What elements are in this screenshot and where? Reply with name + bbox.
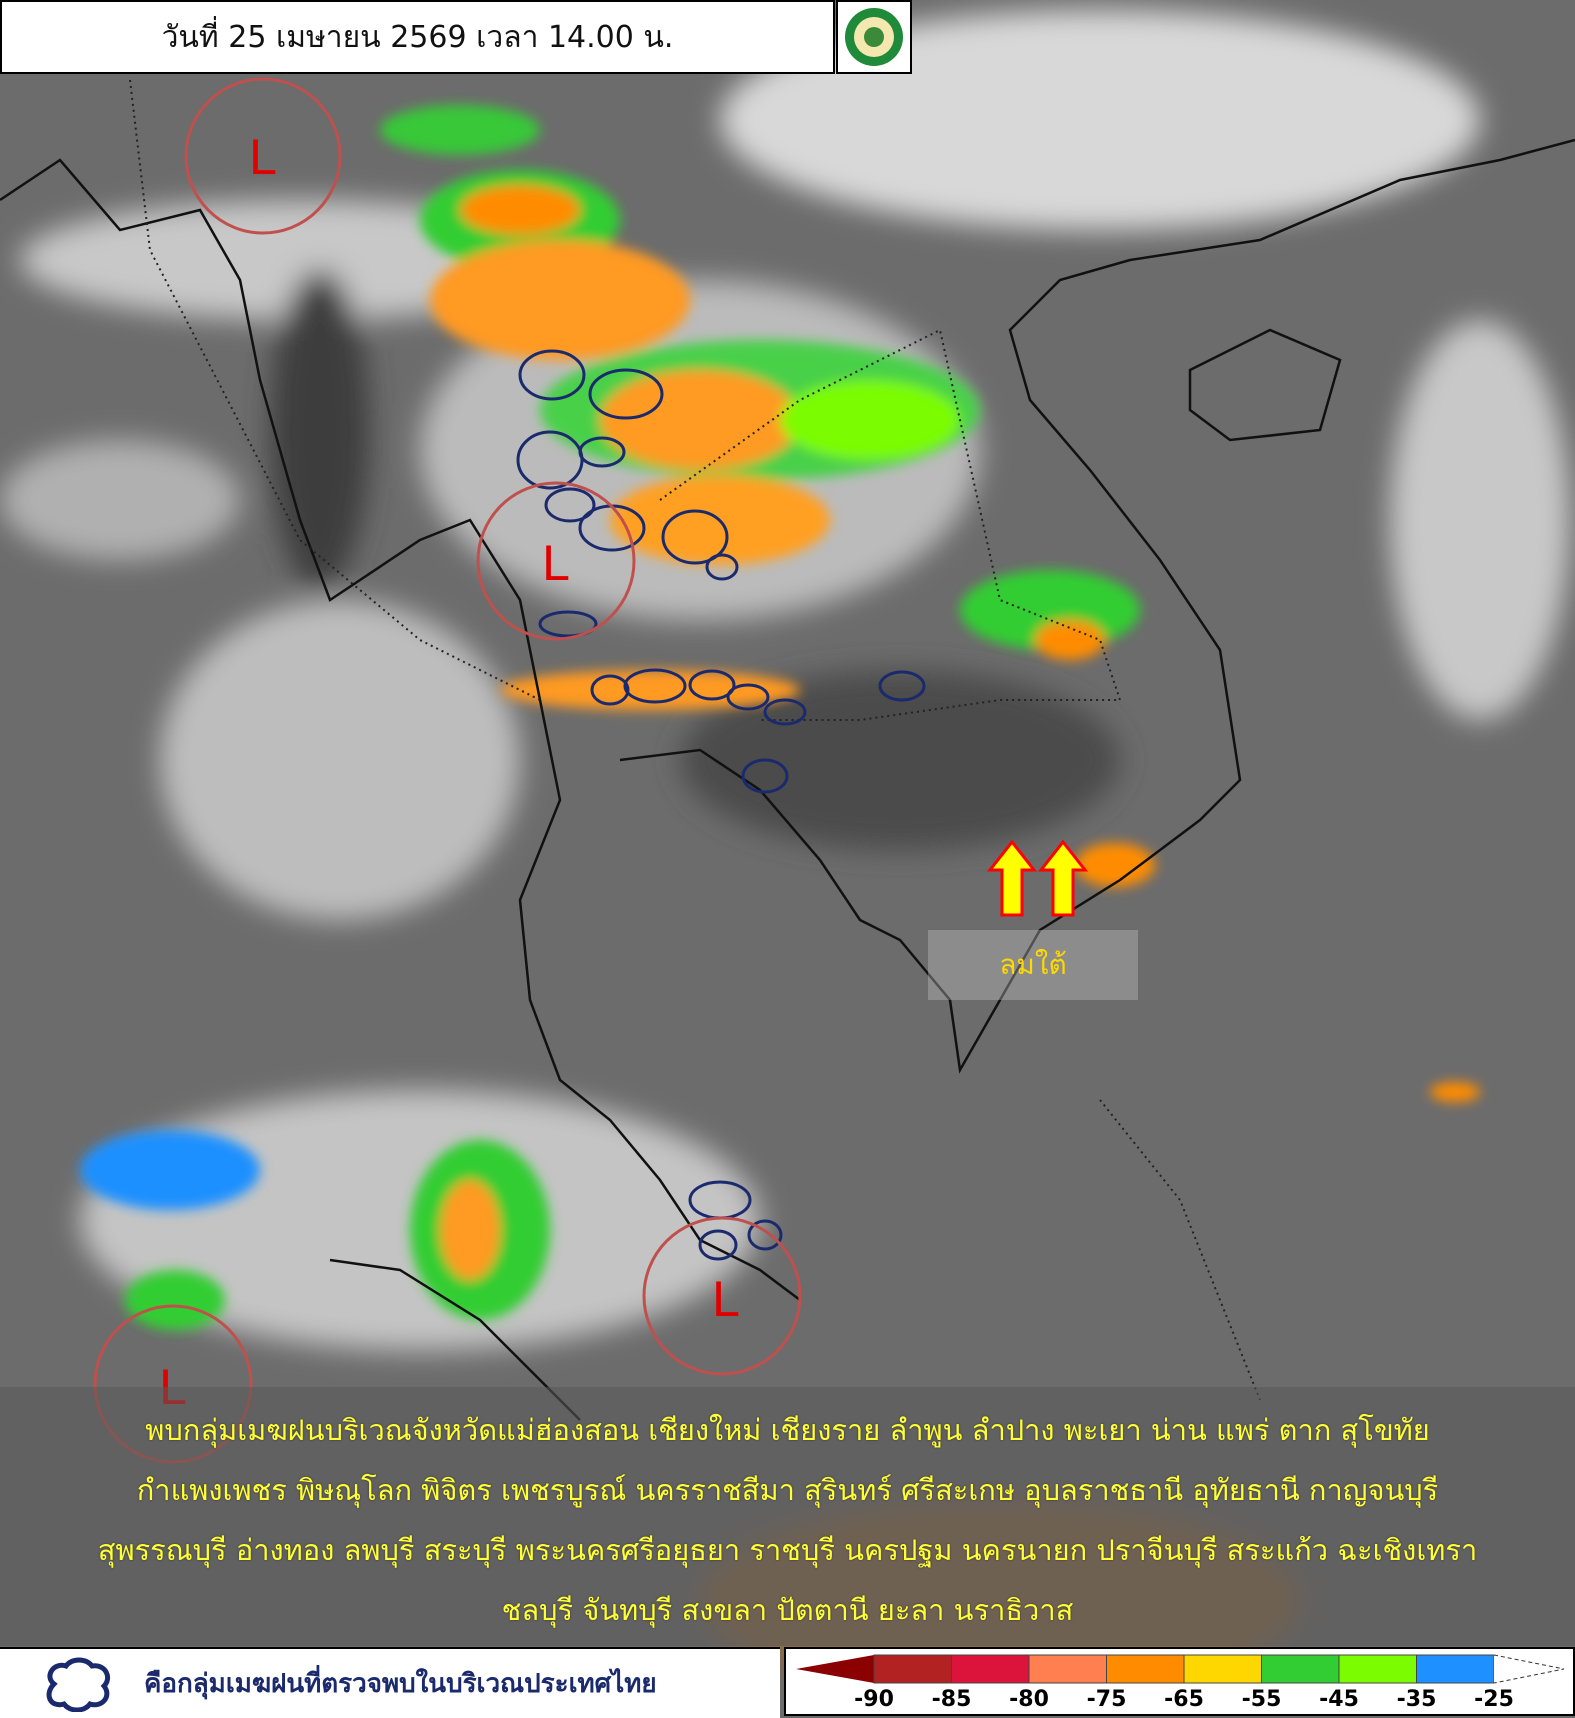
wind-arrows [986, 839, 1089, 917]
colorbar-tick-label: -65 [1164, 1687, 1204, 1712]
cloud-outline-icon [46, 1657, 110, 1712]
wind-label-text: ลมใต้ [999, 948, 1067, 981]
colorbar-tick-label: -80 [1009, 1687, 1049, 1712]
colorbar-tick-label: -55 [1241, 1687, 1282, 1712]
caption-line: สุพรรณบุรี อ่างทอง ลพบุรี สระบุรี พระนคร… [97, 1533, 1478, 1567]
caption-line: พบกลุ่มเมฆฝนบริเวณจังหวัดแม่ฮ่องสอน เชีย… [145, 1413, 1430, 1447]
colorbar-tick-label: -45 [1319, 1687, 1359, 1712]
colorbar-swatch [951, 1654, 1030, 1684]
colorbar-tick-label: -85 [931, 1687, 972, 1712]
colorbar-swatch [1028, 1654, 1107, 1684]
caption-line: กำแพงเพชร พิษณุโลก พิจิตร เพชรบูรณ์ นครร… [136, 1473, 1439, 1507]
colorbar-swatch [1261, 1654, 1340, 1684]
svg-text:L: L [542, 535, 570, 591]
wind-arrow-up-icon [986, 839, 1038, 917]
low-pressure-marker: L [476, 481, 636, 641]
tmd-logo [836, 0, 912, 74]
colorbar-swatch [1416, 1654, 1495, 1684]
colorbar-tick-label: -35 [1396, 1687, 1437, 1712]
low-pressure-marker: L [184, 77, 342, 235]
date-time-title: วันที่ 25 เมษายน 2569 เวลา 14.00 น. [0, 0, 835, 74]
colorbar-swatch [1183, 1654, 1262, 1684]
colorbar-swatch [1338, 1654, 1417, 1684]
storm-cluster-outlines [516, 349, 926, 1261]
colorbar-swatch [1106, 1654, 1185, 1684]
title-text: วันที่ 25 เมษายน 2569 เวลา 14.00 น. [161, 19, 674, 55]
rain-area-caption: พบกลุ่มเมฆฝนบริเวณจังหวัดแม่ฮ่องสอน เชีย… [0, 1387, 1575, 1646]
low-pressure-marker: L [642, 1216, 802, 1376]
rain-cloud-colors [80, 105, 1480, 1330]
colorbar-swatch [796, 1655, 874, 1683]
colorbar-tick-label: -75 [1086, 1687, 1127, 1712]
wind-arrow-up-icon [1037, 839, 1089, 917]
colorbar-tick-label: -25 [1474, 1687, 1514, 1712]
colorbar-swatch [873, 1654, 952, 1684]
colorbar-swatch [1493, 1654, 1565, 1684]
storm-legend: คือกลุ่มเมฆฝนที่ตรวจพบในบริเวณประเทศไทย [0, 1647, 780, 1718]
svg-text:L: L [249, 129, 277, 185]
colorbar-swatches [796, 1654, 1565, 1684]
storm-legend-text: คือกลุ่มเมฆฝนที่ตรวจพบในบริเวณประเทศไทย [144, 1669, 657, 1699]
caption-line: ชลบุรี จันทบุรี สงขลา ปัตตานี ยะลา นราธิ… [501, 1593, 1074, 1627]
colorbar-tick-label: -90 [854, 1687, 894, 1712]
temperature-colorbar: -90 -85 -80 -75 -65 -55 -45 -35 -25 [784, 1647, 1575, 1716]
wind-label: ลมใต้ [928, 930, 1138, 1000]
borders [129, 79, 1261, 1401]
svg-text:L: L [712, 1271, 740, 1327]
